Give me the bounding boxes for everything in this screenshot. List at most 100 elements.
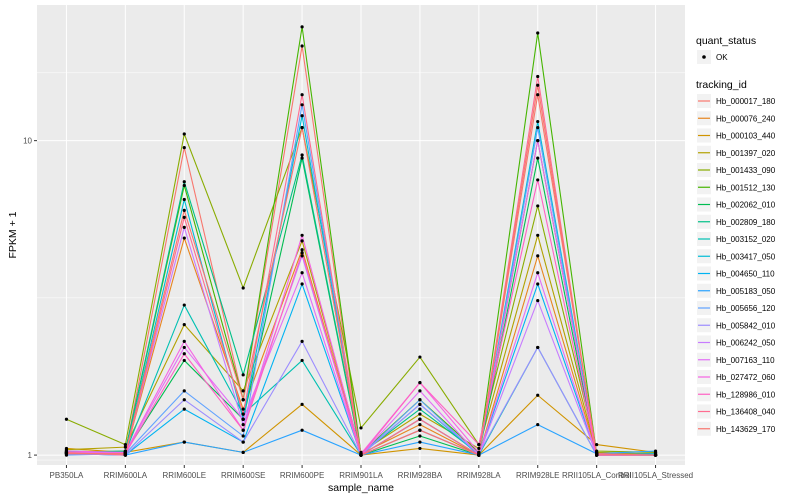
- data-point-hb-001512-130-rrim600le: [182, 183, 186, 188]
- data-point-hb-000076-240-rrim600pe: [300, 248, 304, 252]
- legend-label-hb-136408-040: Hb_136408_040: [716, 408, 776, 417]
- x-tick-label-rrii105la-control: RRII105LA_Control: [562, 471, 632, 480]
- data-point-hb-136408-040-rrim928ba: [418, 417, 422, 421]
- legend-label-hb-001397-020: Hb_001397_020: [716, 149, 776, 158]
- data-point-hb-004650-110-rrim928le: [536, 282, 540, 286]
- data-point-hb-143629-170-rrim600le: [182, 208, 186, 213]
- data-point-hb-005656-120-rrim600le: [182, 389, 186, 393]
- data-point-hb-001433-090-rrim901la: [359, 426, 363, 430]
- data-point-hb-005183-050-rrim928ba: [418, 440, 422, 444]
- data-point-hb-143629-170-rrim600se: [241, 398, 245, 402]
- x-tick-label-rrim600pe: RRIM600PE: [280, 471, 324, 480]
- legend-label-hb-027472-060: Hb_027472_060: [716, 373, 776, 382]
- data-point-hb-005183-050-rrim600pe: [300, 428, 304, 432]
- data-point-hb-001433-090-rrim600la: [123, 442, 127, 447]
- y-tick-label: 10: [23, 137, 32, 146]
- data-point-hb-128986-010-rrim928le: [536, 178, 540, 182]
- y-tick-label: 1: [28, 451, 33, 460]
- x-tick-label-rrim928la: RRIM928LA: [457, 471, 501, 480]
- data-point-hb-002809-180-rrim600se: [241, 373, 245, 377]
- data-point-hb-001397-020-rrim600la: [123, 445, 127, 449]
- data-point-hb-005842-010-rrim600le: [182, 398, 186, 402]
- data-point-hb-143629-170-rrim600pe: [300, 126, 304, 130]
- legend: quant_status OK tracking_id Hb_000017_18…: [696, 35, 776, 436]
- legend-label-ok: OK: [716, 53, 728, 62]
- data-point-hb-001397-020-rrim600le: [182, 323, 186, 327]
- legend-title-quant-status: quant_status: [696, 35, 756, 47]
- data-point-hb-143629-170-rrim928le: [536, 83, 540, 87]
- legend-label-hb-001433-090: Hb_001433_090: [716, 166, 776, 175]
- data-point-hb-001397-020-rrim928la: [477, 446, 481, 451]
- data-point-hb-006242-050-rrim600pe: [300, 254, 304, 258]
- legend-point-entries: OK: [697, 50, 728, 64]
- x-tick-label-pb350la: PB350LA: [50, 471, 84, 480]
- series-points: [64, 25, 658, 457]
- data-point-hb-000017-180-rrim600pe: [300, 44, 304, 48]
- data-point-hb-003152-020-rrim600le: [182, 303, 186, 307]
- data-point-hb-006242-050-rrim928le: [536, 298, 540, 303]
- data-point-hb-000076-240-rrim600se: [241, 407, 245, 411]
- data-point-hb-027472-060-rrim928la: [477, 450, 481, 454]
- data-point-hb-000103-440-rrim928ba: [418, 446, 422, 451]
- data-point-hb-005842-010-rrim600se: [241, 440, 245, 444]
- data-point-hb-143629-170-pb350la: [64, 452, 69, 456]
- x-tick-label-rrim600la: RRIM600LA: [104, 471, 148, 480]
- data-point-hb-002062-010-rrim600le: [182, 358, 186, 363]
- data-point-hb-001433-090-rrim600se: [241, 286, 245, 290]
- data-point-hb-005656-120-rrim928le: [536, 126, 540, 130]
- data-point-hb-005656-120-rrim600pe: [300, 103, 304, 107]
- data-point-hb-007163-110-rrim600pe: [300, 271, 304, 275]
- legend-title-tracking-id: tracking_id: [696, 79, 747, 91]
- data-point-hb-003417-050-rrim600pe: [300, 114, 304, 118]
- data-point-hb-002809-180-rrim928ba: [418, 407, 422, 411]
- legend-label-hb-000017-180: Hb_000017_180: [716, 97, 776, 106]
- legend-label-hb-004650-110: Hb_004650_110: [716, 270, 775, 279]
- legend-label-hb-002809-180: Hb_002809_180: [716, 218, 776, 227]
- data-point-hb-001433-090-pb350la: [64, 417, 69, 421]
- data-point-hb-002809-180-rrim600le: [182, 180, 186, 184]
- data-point-hb-143629-170-rrii105la-control: [595, 452, 599, 456]
- data-point-hb-000017-180-rrim600le: [182, 146, 186, 150]
- data-point-hb-005183-050-rrim600se: [241, 450, 245, 454]
- data-point-hb-027472-060-rrim600le: [182, 339, 186, 343]
- data-point-hb-005656-120-rrim928ba: [418, 398, 422, 402]
- data-point-hb-006242-050-rrim600le: [182, 225, 186, 229]
- data-point-hb-007163-110-rrim600le: [182, 345, 186, 350]
- data-point-hb-143629-170-rrim600la: [123, 452, 127, 456]
- data-point-hb-143629-170-rrim928la: [477, 453, 481, 457]
- data-point-hb-007163-110-rrim928le: [536, 271, 540, 275]
- data-point-hb-000103-440-rrii105la-control: [595, 442, 599, 447]
- data-point-hb-004650-110-rrim600pe: [300, 282, 304, 286]
- legend-key-point-ok: [702, 55, 706, 59]
- data-point-hb-000076-240-rrim600le: [182, 236, 186, 240]
- legend-label-hb-005842-010: Hb_005842_010: [716, 321, 776, 330]
- data-point-hb-004650-110-rrim600le: [182, 407, 186, 411]
- data-point-hb-136408-040-rrim928le: [536, 74, 540, 79]
- data-point-hb-000103-440-rrim928le: [536, 393, 540, 397]
- data-point-hb-128986-010-rrim928ba: [418, 381, 422, 385]
- legend-label-hb-005183-050: Hb_005183_050: [716, 287, 776, 296]
- data-point-hb-128986-010-rrim928la: [477, 442, 481, 447]
- data-point-hb-005842-010-rrim600pe: [300, 339, 304, 343]
- data-point-hb-136408-040-rrim600pe: [300, 93, 304, 97]
- data-point-hb-002062-010-rrim928ba: [418, 434, 422, 438]
- data-point-hb-136408-040-rrim600le: [182, 215, 186, 220]
- x-tick-label-rrim928le: RRIM928LE: [516, 471, 560, 480]
- data-point-hb-005842-010-rrim928ba: [418, 402, 422, 406]
- data-point-hb-001397-020-rrim600se: [241, 389, 245, 393]
- data-point-hb-003417-050-rrim928le: [536, 119, 540, 124]
- data-point-hb-000103-440-rrim600pe: [300, 402, 304, 406]
- data-point-hb-001433-090-rrii105la-control: [595, 449, 599, 453]
- data-point-hb-001512-130-rrim600pe: [300, 25, 304, 29]
- data-point-hb-003152-020-rrim600pe: [300, 358, 304, 363]
- data-point-hb-006242-050-rrim600se: [241, 423, 245, 427]
- x-tick-label-rrim901la: RRIM901LA: [339, 471, 383, 480]
- data-point-hb-007163-110-rrim928ba: [418, 389, 422, 393]
- x-tick-label-rrim928ba: RRIM928BA: [398, 471, 443, 480]
- data-point-hb-128986-010-rrim600le: [182, 352, 186, 356]
- legend-label-hb-002062-010: Hb_002062_010: [716, 201, 776, 210]
- data-point-hb-000076-240-rrim928ba: [418, 423, 422, 427]
- legend-series-entries: Hb_000017_180 Hb_000076_240 Hb_000103_440 H…: [697, 94, 776, 436]
- data-point-hb-000076-240-rrim928le: [536, 254, 540, 258]
